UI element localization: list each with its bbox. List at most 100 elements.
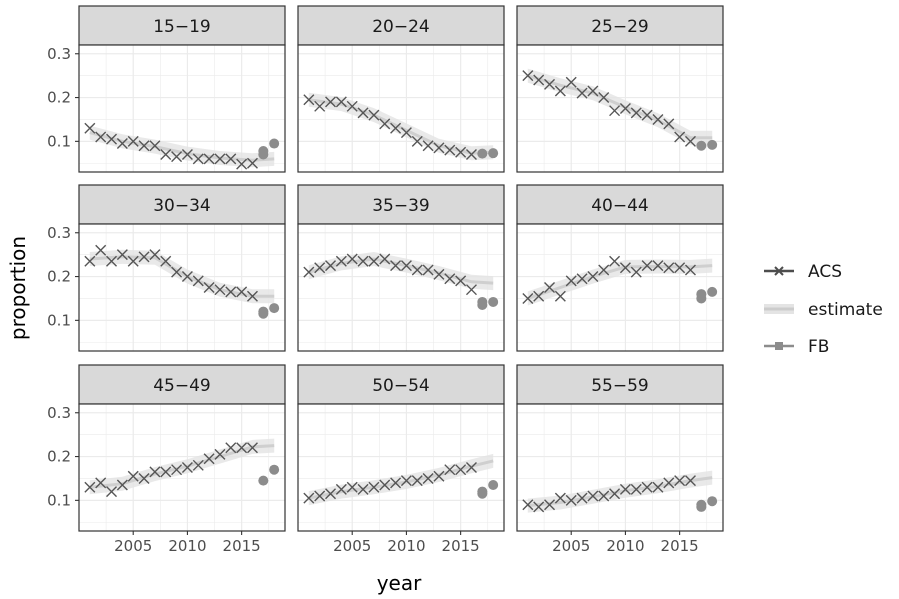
acs-point (674, 131, 686, 143)
panel-20-24: 20−24 (297, 5, 505, 173)
acs-point (663, 118, 675, 130)
facet-strip (78, 5, 286, 46)
acs-point (95, 244, 107, 256)
facet-strip (516, 364, 724, 405)
gridlines (298, 224, 504, 351)
acs-point (127, 255, 139, 267)
x-tick-label: 2015 (223, 537, 261, 555)
acs-point (609, 105, 621, 117)
fb-point (269, 303, 280, 314)
y-tick-label: 0.3 (47, 45, 71, 63)
acs-point (533, 501, 545, 513)
acs-point (587, 85, 599, 97)
acs-point (400, 127, 412, 139)
acs-point (619, 483, 631, 495)
panel-border (516, 403, 724, 532)
panels: 15−19 20−24 25−29 30−34 35−39 40−44 45−49 50−54… (78, 5, 724, 532)
fb-point (269, 138, 280, 149)
acs-point (335, 255, 347, 267)
acs-point (598, 92, 610, 104)
legend-key-acs (774, 266, 784, 276)
acs-point (171, 151, 183, 163)
panel-border (516, 44, 724, 173)
acs-point (433, 470, 445, 482)
acs-point (465, 148, 477, 160)
acs-point (214, 448, 226, 460)
acs-point (246, 442, 258, 454)
acs-point (630, 266, 642, 278)
acs-point (652, 113, 664, 125)
legend-item-estimate: estimate (764, 300, 883, 320)
facet-label: 45−49 (153, 376, 211, 396)
acs-point (192, 459, 204, 471)
acs-point (116, 249, 128, 261)
acs-point (663, 262, 675, 274)
fb-point (269, 464, 280, 475)
acs-point (390, 477, 402, 489)
acs-point (357, 255, 369, 267)
fb-point (258, 475, 269, 486)
facet-label: 30−34 (153, 196, 211, 216)
legend-key-fb (775, 342, 783, 350)
acs-point (565, 275, 577, 287)
acs-point (652, 260, 664, 272)
acs-point (138, 251, 150, 263)
legend-label: ACS (808, 262, 842, 282)
acs-point (116, 138, 128, 150)
acs-point (368, 255, 380, 267)
gridlines (517, 45, 723, 172)
plot-background (79, 224, 285, 351)
panel-55-59: 55−59 (516, 364, 724, 532)
acs-point (400, 260, 412, 272)
fb-point (477, 148, 488, 159)
y-tick-label: 0.1 (47, 311, 71, 329)
fb-point (707, 139, 718, 150)
facet-strip (297, 5, 505, 46)
acs-point (192, 275, 204, 287)
x-tick-label: 2015 (661, 537, 699, 555)
y-axis-title: proportion (6, 236, 30, 340)
acs-point (433, 268, 445, 280)
acs-point (149, 466, 161, 478)
acs-point (314, 490, 326, 502)
acs-point (160, 255, 172, 267)
acs-point (630, 483, 642, 495)
facet-label: 35−39 (372, 196, 430, 216)
acs-point (598, 490, 610, 502)
acs-point (335, 483, 347, 495)
panel-border (297, 44, 505, 173)
acs-point (116, 479, 128, 491)
acs-point (411, 264, 423, 276)
facet-strip (297, 184, 505, 225)
y-tick-label: 0.1 (47, 132, 71, 150)
acs-point (400, 475, 412, 487)
acs-point (630, 107, 642, 119)
estimate-line (308, 459, 494, 500)
acs-point (214, 284, 226, 296)
x-axis-title: year (377, 571, 422, 595)
legend-item-acs: ACS (764, 262, 842, 282)
acs-point (619, 103, 631, 114)
acs-point (522, 70, 534, 82)
acs-point (127, 135, 139, 147)
x-tick-label: 2010 (606, 537, 644, 555)
acs-point (203, 153, 215, 165)
acs-point (674, 262, 686, 274)
acs-point (422, 264, 434, 276)
acs-point (533, 74, 545, 86)
panel-30-34: 30−34 (78, 184, 286, 352)
fb-point (707, 286, 718, 297)
facet-label: 40−44 (591, 196, 649, 216)
acs-point (314, 100, 326, 112)
acs-point (433, 142, 445, 154)
acs-point (455, 464, 467, 476)
acs-point (192, 153, 204, 165)
panel-border (297, 223, 505, 352)
acs-point (346, 253, 358, 265)
acs-point (84, 255, 96, 267)
acs-point (149, 249, 161, 261)
gridlines (79, 45, 285, 172)
acs-point (390, 122, 402, 134)
panel-45-49: 45−49 (78, 364, 286, 532)
